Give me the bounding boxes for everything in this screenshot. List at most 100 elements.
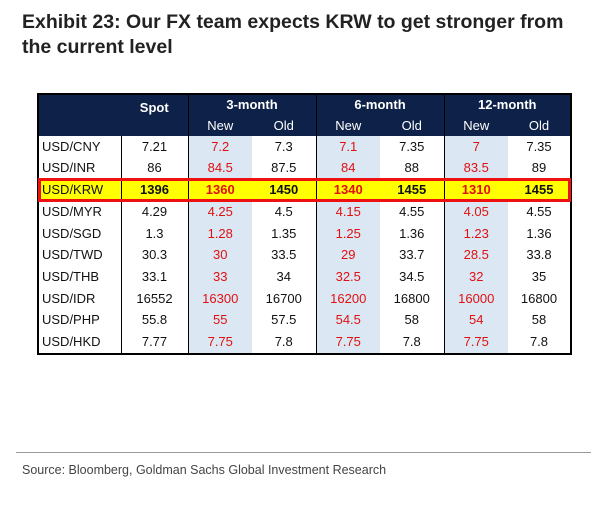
header-12m-new: New <box>443 115 508 136</box>
table-row: USD/TWD 30.3 30 33.5 29 33.7 28.5 33.8 <box>39 244 570 267</box>
spot-cell: 55.8 <box>141 312 168 328</box>
old-forecast-cell: 7.3 <box>274 138 293 154</box>
spot-cell: 4.29 <box>141 203 168 219</box>
old-forecast-cell: 1.35 <box>271 225 297 241</box>
row-label: USD/IDR <box>39 287 122 310</box>
header-6-month: 6-month <box>315 95 444 116</box>
table-row: USD/INR 86 84.5 87.5 84 88 83.5 89 <box>39 157 570 180</box>
old-forecast-cell: 88 <box>404 160 419 176</box>
old-forecast-cell: 34.5 <box>399 268 425 284</box>
header-12-month: 12-month <box>443 95 570 116</box>
old-forecast-cell: 16700 <box>265 290 302 306</box>
old-forecast-cell: 7.8 <box>402 334 421 350</box>
exhibit-title: Exhibit 23: Our FX team expects KRW to g… <box>22 11 564 58</box>
row-label: USD/INR <box>39 157 122 180</box>
new-forecast-cell: 16200 <box>315 287 380 310</box>
new-forecast-cell: 55 <box>187 309 252 332</box>
new-forecast-cell: 32.5 <box>315 266 380 288</box>
old-forecast-cell: 1455 <box>508 179 570 201</box>
source-note: Source: Bloomberg, Goldman Sachs Global … <box>22 463 387 477</box>
row-label: USD/KRW <box>39 179 122 201</box>
header-3m-old: Old <box>252 115 316 136</box>
row-label: USD/PHP <box>39 309 122 332</box>
spot-cell: 1.3 <box>145 225 164 241</box>
old-forecast-cell: 4.55 <box>399 203 425 219</box>
new-forecast-cell: 1.25 <box>315 222 380 245</box>
table-body: USD/CNY 7.21 7.2 7.3 7.1 7.35 7 7.35 USD/INR 86 84… <box>38 135 571 353</box>
new-forecast-cell: 7 <box>443 135 508 158</box>
spot-cell: 30.3 <box>141 247 168 263</box>
new-forecast-cell: 1340 <box>315 179 380 201</box>
header-6m-old: Old <box>380 115 444 136</box>
new-forecast-cell: 7.75 <box>315 331 380 353</box>
row-label: USD/TWD <box>39 244 122 267</box>
table-row: USD/IDR 16552 16300 16700 16200 16800 16000 168… <box>39 287 570 310</box>
table-row: USD/HKD 7.77 7.75 7.8 7.75 7.8 7.75 7.8 <box>39 331 570 353</box>
fx-forecast-table: Spot 3-month 6-month 12-month New Old Ne… <box>37 93 572 355</box>
spot-cell: 86 <box>147 160 162 176</box>
old-forecast-cell: 4.5 <box>274 203 293 219</box>
header-3-month: 3-month <box>187 95 316 116</box>
old-forecast-cell: 89 <box>531 160 547 176</box>
row-label: USD/SGD <box>39 222 122 245</box>
header-6m-new: New <box>315 115 380 136</box>
old-forecast-cell: 87.5 <box>271 160 297 176</box>
new-forecast-cell: 4.25 <box>187 200 252 223</box>
new-forecast-cell: 54.5 <box>315 309 380 332</box>
new-forecast-cell: 84.5 <box>187 157 252 180</box>
source-divider <box>16 452 591 453</box>
old-forecast-cell: 7.8 <box>529 334 549 350</box>
new-forecast-cell: 29 <box>315 244 380 267</box>
old-forecast-cell: 1.36 <box>526 225 552 241</box>
old-forecast-cell: 58 <box>531 312 547 328</box>
new-forecast-cell: 7.75 <box>187 331 252 353</box>
old-forecast-cell: 57.5 <box>271 312 297 328</box>
old-forecast-cell: 16800 <box>520 290 558 306</box>
new-forecast-cell: 83.5 <box>443 157 508 180</box>
table-row: USD/SGD 1.3 1.28 1.35 1.25 1.36 1.23 1.36 <box>39 222 570 245</box>
header-3m-new: New <box>187 115 252 136</box>
old-forecast-cell: 7.35 <box>526 138 552 154</box>
spot-cell: 1396 <box>121 179 188 201</box>
new-forecast-cell: 28.5 <box>443 244 508 267</box>
old-forecast-cell: 1.36 <box>399 225 425 241</box>
new-forecast-cell: 1310 <box>443 179 508 201</box>
new-forecast-cell: 7.1 <box>315 135 380 158</box>
new-forecast-cell: 84 <box>315 157 380 180</box>
spot-cell: 16552 <box>136 290 173 306</box>
new-forecast-cell: 7.2 <box>187 135 252 158</box>
new-forecast-cell: 30 <box>187 244 252 267</box>
old-forecast-cell: 33.7 <box>399 247 425 263</box>
old-forecast-cell: 16800 <box>393 290 430 306</box>
old-forecast-cell: 33.8 <box>526 247 552 263</box>
old-forecast-cell: 58 <box>404 312 419 328</box>
table-row: USD/MYR 4.29 4.25 4.5 4.15 4.55 4.05 4.55 <box>39 200 570 223</box>
row-label: USD/HKD <box>39 331 122 353</box>
new-forecast-cell: 16300 <box>187 287 252 310</box>
old-forecast-cell: 34 <box>276 268 291 284</box>
new-forecast-cell: 1.28 <box>187 222 252 245</box>
row-label: USD/MYR <box>39 200 122 223</box>
old-forecast-cell: 1455 <box>380 179 444 201</box>
new-forecast-cell: 32 <box>443 266 508 288</box>
new-forecast-cell: 1360 <box>187 179 252 201</box>
header-blank <box>39 95 121 136</box>
new-forecast-cell: 4.05 <box>443 200 508 223</box>
old-forecast-cell: 7.8 <box>274 334 293 350</box>
header-spot: Spot <box>121 95 188 136</box>
old-forecast-cell: 1450 <box>252 179 316 201</box>
new-forecast-cell: 7.75 <box>443 331 508 353</box>
old-forecast-cell: 33.5 <box>271 247 297 263</box>
old-forecast-cell: 4.55 <box>526 203 552 219</box>
new-forecast-cell: 33 <box>187 266 252 288</box>
row-label: USD/THB <box>39 266 122 288</box>
row-label: USD/CNY <box>39 135 122 158</box>
new-forecast-cell: 4.15 <box>315 200 380 223</box>
spot-cell: 7.21 <box>141 138 168 154</box>
table-row: USD/KRW 1396 1360 1450 1340 1455 1310 1455 <box>38 178 571 202</box>
old-forecast-cell: 7.35 <box>399 138 425 154</box>
new-forecast-cell: 1.23 <box>443 222 508 245</box>
spot-cell: 7.77 <box>141 334 168 350</box>
new-forecast-cell: 16000 <box>443 287 508 310</box>
new-forecast-cell: 54 <box>443 309 508 332</box>
